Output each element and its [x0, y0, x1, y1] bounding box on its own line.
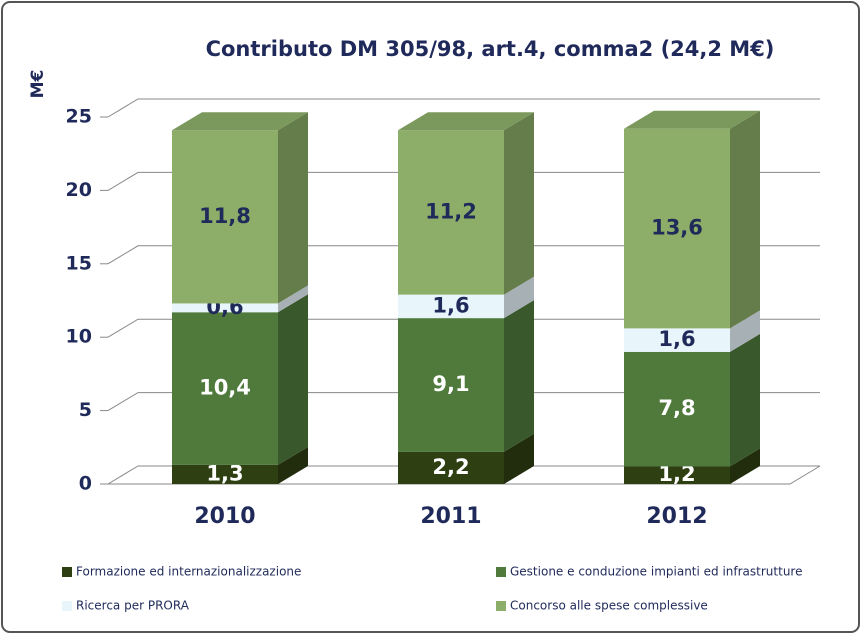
y-tick-label: 10 — [66, 326, 92, 348]
bar — [172, 464, 278, 484]
grid-line — [107, 171, 820, 191]
grid-line — [107, 98, 820, 118]
bar-side — [730, 448, 760, 484]
value-label: 10,4 — [199, 376, 251, 400]
bar — [398, 130, 504, 295]
legend-swatch — [496, 601, 506, 611]
y-tick-label: 15 — [66, 252, 92, 274]
bar-side — [730, 310, 760, 352]
y-tick-label: 5 — [79, 399, 92, 421]
bar — [624, 128, 730, 329]
bar — [398, 318, 504, 452]
value-label: 13,6 — [651, 216, 703, 240]
bar — [398, 294, 504, 319]
bar — [172, 303, 278, 313]
bar-side — [278, 285, 308, 313]
x-tick-label: 2010 — [194, 504, 255, 529]
bar-side — [278, 112, 308, 304]
bar-top — [172, 112, 308, 131]
y-tick-label: 25 — [66, 106, 92, 128]
bar-side — [730, 333, 760, 467]
y-tick-label: 0 — [79, 473, 92, 495]
legend-swatch — [62, 567, 72, 577]
bar — [624, 351, 730, 467]
value-label: 11,2 — [425, 199, 477, 223]
bar-side — [504, 433, 534, 484]
value-label: 9,1 — [432, 372, 469, 396]
bar — [624, 328, 730, 352]
bar-side — [730, 110, 760, 329]
bar-top — [624, 110, 760, 129]
chart-title: Contributo DM 305/98, art.4, comma2 (24,… — [206, 37, 775, 61]
value-label: 1,6 — [658, 327, 695, 351]
legend-swatch — [496, 567, 506, 577]
value-label: 11,8 — [199, 204, 251, 228]
value-label: 7,8 — [658, 396, 695, 420]
grid-line — [107, 245, 820, 265]
grid-line — [107, 465, 820, 485]
value-label: 1,3 — [206, 461, 243, 485]
bar-side — [504, 112, 534, 295]
bar — [398, 451, 504, 484]
legend-label: Ricerca per PRORA — [76, 599, 190, 613]
bar — [172, 130, 278, 304]
legend: Formazione ed internazionalizzazione Gest… — [62, 565, 802, 613]
bar — [172, 312, 278, 465]
bar-side — [278, 446, 308, 484]
bar-side — [504, 300, 534, 452]
legend-label: Formazione ed internazionalizzazione — [76, 565, 301, 579]
y-axis-label: M€ — [28, 70, 48, 99]
bar-top — [398, 112, 534, 131]
y-tick-label: 20 — [66, 179, 92, 201]
grid-line — [107, 392, 820, 412]
legend-swatch — [62, 601, 72, 611]
bar-side — [504, 276, 534, 319]
value-label: 1,6 — [432, 293, 469, 317]
value-label: 2,2 — [432, 455, 469, 479]
bar-side — [278, 294, 308, 465]
grid-line — [107, 318, 820, 338]
grid: 0 5 10 15 20 25 — [66, 98, 821, 495]
x-tick-label: 2012 — [646, 504, 707, 529]
legend-label: Concorso alle spese complessive — [510, 599, 708, 613]
floor — [108, 465, 821, 485]
legend-label: Gestione e conduzione impianti ed infras… — [510, 565, 802, 579]
bars: 20101,310,40,611,820112,29,11,611,220121… — [172, 110, 760, 529]
bar — [624, 466, 730, 484]
x-tick-label: 2011 — [420, 504, 481, 529]
